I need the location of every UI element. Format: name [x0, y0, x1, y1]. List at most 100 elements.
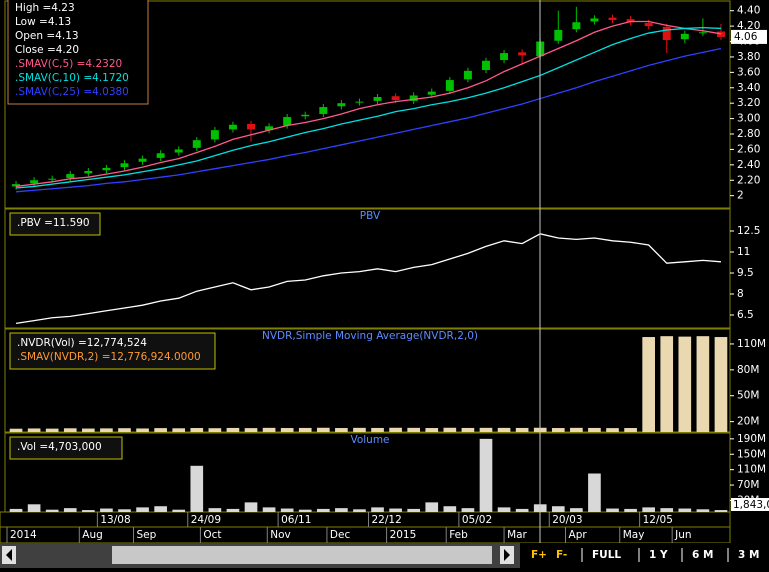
bar — [461, 508, 475, 512]
candle-body — [228, 124, 237, 130]
bar — [244, 502, 258, 512]
bar — [497, 427, 511, 432]
readout-box — [7, 0, 149, 105]
bar — [45, 509, 59, 512]
bar — [316, 508, 330, 512]
readout-line: .NVDR(Vol) =12,774,524 — [17, 337, 147, 349]
candle-body — [463, 70, 472, 80]
toolbar-button[interactable]: 6 M — [692, 549, 713, 561]
candle-body — [662, 26, 671, 40]
x-day-label: 20/03 — [552, 514, 582, 526]
bar — [9, 428, 23, 432]
bar — [588, 427, 601, 432]
scroll-thumb[interactable] — [112, 546, 492, 564]
y-tick-label: 3.60 — [737, 66, 760, 78]
candle-body — [210, 130, 219, 140]
candle-body — [572, 22, 581, 30]
bar — [100, 428, 113, 432]
bar — [82, 510, 95, 512]
candle-body — [319, 107, 328, 114]
y-tick-label: 3.20 — [737, 97, 760, 109]
toolbar-button[interactable]: F- — [556, 549, 567, 561]
bar — [588, 473, 601, 512]
bar — [407, 427, 421, 432]
x-day-label: 24/09 — [191, 514, 221, 526]
bar — [335, 508, 348, 512]
x-month-label: Feb — [449, 529, 468, 541]
candle-body — [608, 17, 617, 20]
panel-frame — [4, 432, 731, 513]
bar — [696, 509, 710, 512]
bar — [136, 428, 149, 432]
bar — [316, 427, 330, 432]
panel-frame — [4, 0, 731, 209]
readout-line: High =4.23 — [15, 2, 75, 14]
toolbar-button[interactable]: 1 Y — [649, 549, 668, 561]
toolbar-button[interactable]: F+ — [531, 549, 547, 561]
candle-body — [680, 33, 689, 40]
y-tick-label: 4.40 — [737, 5, 760, 17]
pbv-line — [15, 233, 722, 325]
x-month-label: 2014 — [10, 529, 37, 541]
candle-body — [644, 23, 653, 27]
y-tick-label: 2.20 — [737, 174, 760, 186]
candle-body — [192, 140, 201, 148]
y-tick-label: 190M — [737, 433, 766, 445]
bar — [262, 427, 276, 432]
bar — [425, 428, 439, 432]
readout-box — [9, 332, 216, 370]
last-price: 4.06 — [734, 31, 758, 43]
bar — [262, 507, 276, 512]
candle-body — [482, 60, 490, 71]
toolbar-button[interactable]: 3 M — [738, 549, 759, 561]
bar — [280, 508, 294, 512]
bar — [172, 509, 186, 512]
candle-body — [174, 149, 183, 153]
bar — [208, 508, 222, 512]
readout-line: .SMAV(C,5) =4.2320 — [15, 58, 122, 70]
candle-body — [66, 174, 75, 178]
bar — [298, 509, 312, 512]
x-day-label: 05/02 — [462, 514, 492, 526]
bar — [461, 427, 475, 432]
readout-box — [9, 436, 123, 460]
bar — [425, 502, 439, 512]
candle-body — [30, 180, 39, 184]
y-tick-label: 20M — [737, 416, 759, 428]
y-tick-label: 11 — [737, 246, 750, 258]
bar — [244, 428, 258, 432]
bar — [443, 506, 457, 512]
y-tick-label: 2.60 — [737, 143, 760, 155]
x-month-label: Dec — [330, 529, 351, 541]
bar — [606, 428, 619, 432]
bar — [190, 428, 204, 432]
readout-line: .SMAV(C,10) =4.1720 — [15, 72, 129, 84]
readout-line: .Vol =4,703,000 — [17, 441, 102, 453]
bar — [172, 428, 186, 432]
readout-line: Open =4.13 — [15, 30, 79, 42]
bar — [660, 336, 674, 432]
x-month-label: Mar — [507, 529, 527, 541]
y-tick-label: 6.5 — [737, 309, 754, 321]
bar — [642, 337, 655, 432]
x-month-label: Apr — [569, 529, 588, 541]
panel-title: Volume — [350, 434, 389, 446]
last-value-box — [731, 498, 769, 511]
y-tick-label: 3.00 — [737, 113, 760, 125]
x-month-label: Oct — [203, 529, 221, 541]
candle-body — [373, 97, 382, 101]
panel-title: NVDR,Simple Moving Average(NVDR,2,0) — [262, 330, 478, 342]
candle-body — [716, 31, 725, 37]
bar — [27, 428, 41, 432]
toolbar-button[interactable]: FULL — [592, 549, 621, 561]
candle-body — [518, 52, 527, 56]
sma-line — [15, 27, 721, 189]
bar — [678, 508, 692, 512]
y-tick-label: 8 — [737, 288, 744, 300]
bar — [570, 427, 583, 432]
candle-body — [500, 53, 509, 61]
y-tick-label: 3.80 — [737, 51, 760, 63]
candle-body — [626, 19, 635, 23]
x-day-label: 22/12 — [372, 514, 402, 526]
bar — [63, 428, 77, 432]
